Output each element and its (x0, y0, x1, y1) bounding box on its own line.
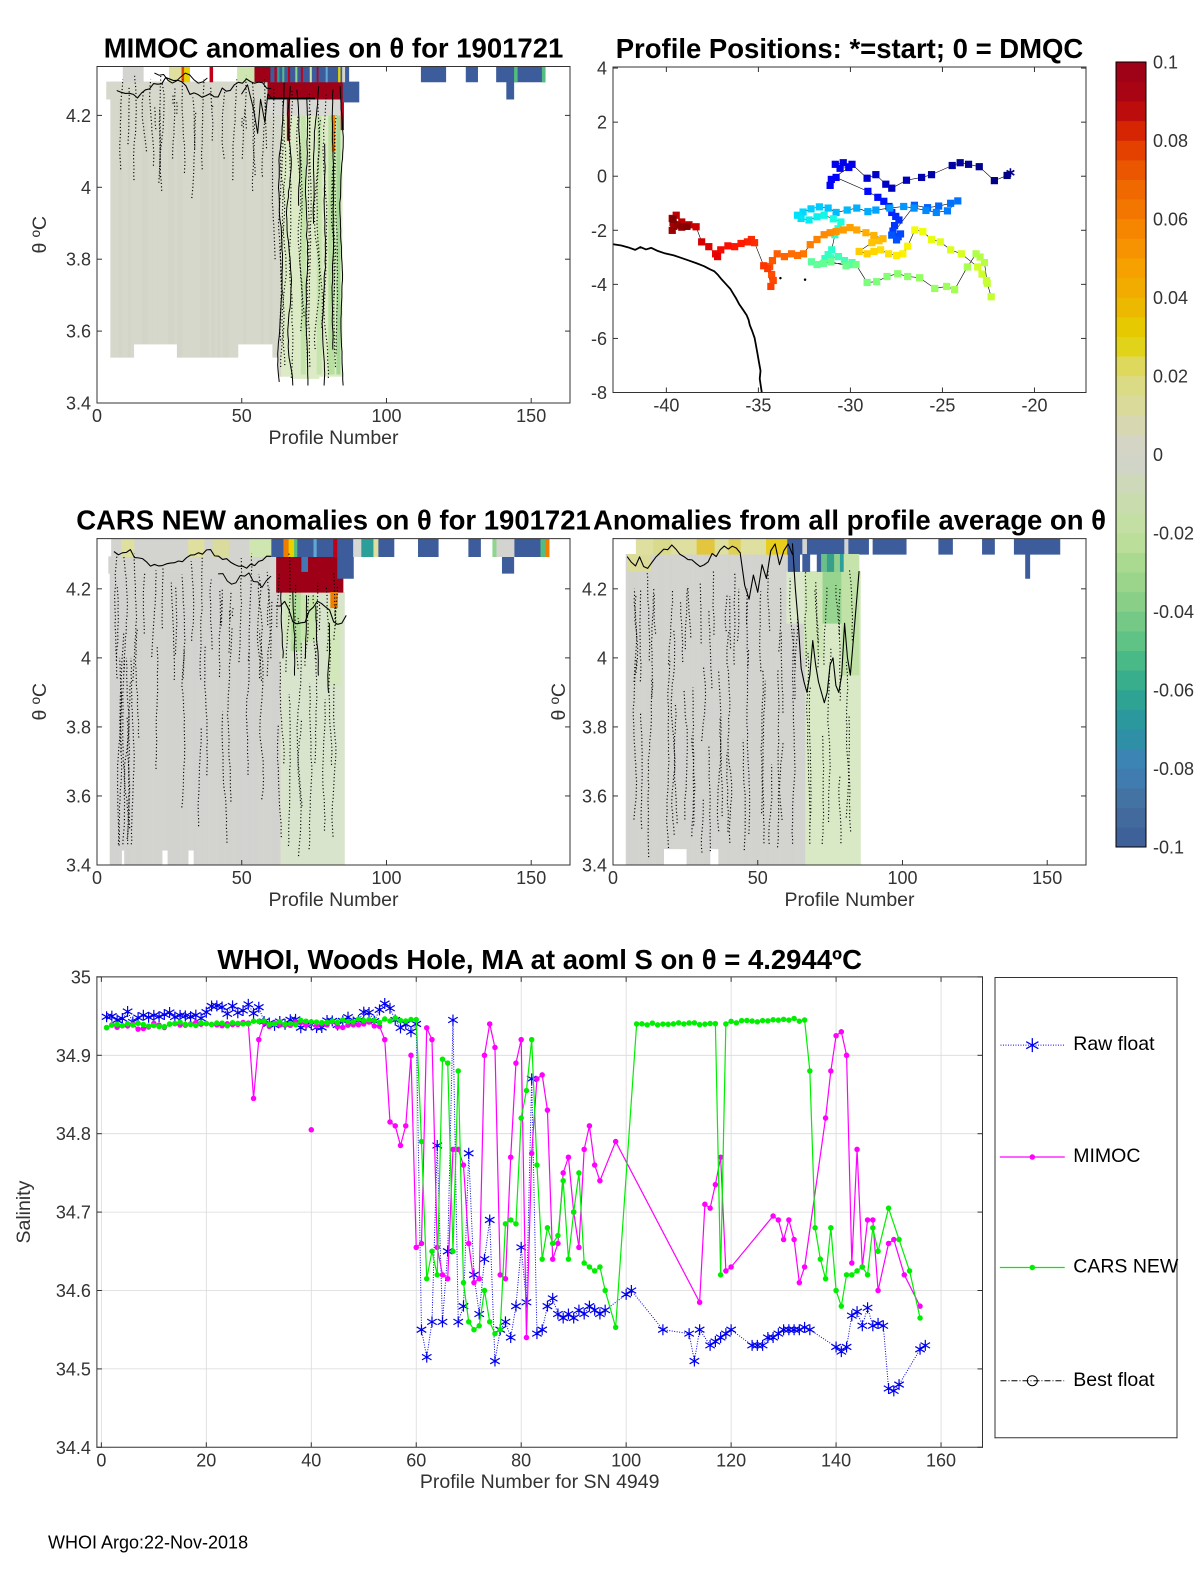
svg-text:-20: -20 (1021, 396, 1047, 416)
svg-text:3.6: 3.6 (66, 786, 91, 806)
svg-text:Profile Positions: *=start; 0: Profile Positions: *=start; 0 = DMQC (616, 33, 1084, 64)
svg-text:34.4: 34.4 (56, 1438, 91, 1458)
svg-text:θ ºC: θ ºC (548, 683, 570, 720)
svg-text:4.2: 4.2 (66, 579, 91, 599)
svg-text:60: 60 (406, 1450, 426, 1470)
svg-text:-0.1: -0.1 (1153, 838, 1184, 858)
svg-text:4.2: 4.2 (66, 106, 91, 126)
svg-text:34.6: 34.6 (56, 1281, 91, 1301)
svg-text:80: 80 (511, 1450, 531, 1470)
svg-text:0: 0 (92, 406, 102, 426)
svg-text:0.02: 0.02 (1153, 367, 1188, 387)
svg-text:3.6: 3.6 (582, 786, 607, 806)
svg-text:Profile Number: Profile Number (784, 889, 915, 911)
svg-text:50: 50 (232, 868, 252, 888)
svg-text:0: 0 (1153, 445, 1163, 465)
svg-text:2: 2 (597, 113, 607, 133)
svg-text:-30: -30 (837, 396, 863, 416)
svg-text:Profile Number: Profile Number (268, 427, 399, 449)
svg-text:Anomalies from all profile ave: Anomalies from all profile average on θ (593, 505, 1106, 536)
svg-text:4: 4 (81, 178, 91, 198)
svg-text:100: 100 (611, 1450, 641, 1470)
svg-text:0.08: 0.08 (1153, 131, 1188, 151)
svg-text:0: 0 (608, 868, 618, 888)
svg-text:WHOI Argo:22-Nov-2018: WHOI Argo:22-Nov-2018 (48, 1533, 248, 1553)
svg-text:-2: -2 (591, 221, 607, 241)
svg-text:34.5: 34.5 (56, 1359, 91, 1379)
svg-text:Best float: Best float (1073, 1369, 1155, 1391)
svg-text:34.7: 34.7 (56, 1203, 91, 1223)
svg-text:WHOI, Woods Hole, MA at aoml S: WHOI, Woods Hole, MA at aoml S on θ = 4.… (217, 944, 862, 975)
svg-text:-25: -25 (929, 396, 955, 416)
svg-text:100: 100 (371, 868, 401, 888)
svg-text:100: 100 (371, 406, 401, 426)
svg-text:50: 50 (232, 406, 252, 426)
svg-text:3.8: 3.8 (66, 250, 91, 270)
svg-text:CARS NEW: CARS NEW (1073, 1256, 1179, 1278)
svg-text:-0.02: -0.02 (1153, 524, 1194, 544)
svg-text:0.1: 0.1 (1153, 53, 1178, 73)
svg-text:0.04: 0.04 (1153, 288, 1188, 308)
svg-text:Profile Number: Profile Number (268, 889, 399, 911)
svg-text:4: 4 (597, 648, 607, 668)
svg-text:Profile Number for SN 4949: Profile Number for SN 4949 (420, 1471, 660, 1493)
svg-text:4: 4 (81, 648, 91, 668)
svg-text:40: 40 (301, 1450, 321, 1470)
svg-text:4: 4 (597, 59, 607, 79)
svg-text:CARS NEW anomalies on θ for 19: CARS NEW anomalies on θ for 1901721 (76, 505, 591, 536)
svg-text:-4: -4 (591, 275, 607, 295)
svg-text:0: 0 (96, 1450, 106, 1470)
svg-text:150: 150 (1032, 868, 1062, 888)
svg-text:140: 140 (821, 1450, 851, 1470)
svg-text:-0.06: -0.06 (1153, 681, 1194, 701)
svg-text:50: 50 (748, 868, 768, 888)
svg-text:3.4: 3.4 (582, 856, 607, 876)
svg-text:θ ºC: θ ºC (29, 216, 51, 253)
svg-text:3.6: 3.6 (66, 322, 91, 342)
svg-text:3.4: 3.4 (66, 394, 91, 414)
svg-text:34.9: 34.9 (56, 1046, 91, 1066)
svg-text:150: 150 (516, 406, 546, 426)
svg-text:160: 160 (926, 1450, 956, 1470)
svg-text:-40: -40 (653, 396, 679, 416)
svg-text:-8: -8 (591, 383, 607, 403)
svg-text:-35: -35 (745, 396, 771, 416)
svg-text:0: 0 (597, 167, 607, 187)
svg-text:3.4: 3.4 (66, 856, 91, 876)
svg-text:MIMOC: MIMOC (1073, 1145, 1140, 1167)
svg-text:150: 150 (516, 868, 546, 888)
svg-text:0: 0 (92, 868, 102, 888)
svg-text:-0.04: -0.04 (1153, 602, 1194, 622)
svg-text:MIMOC anomalies on θ for 1901: MIMOC anomalies on θ for 1901721 (104, 33, 564, 64)
svg-text:-6: -6 (591, 329, 607, 349)
svg-text:34.8: 34.8 (56, 1124, 91, 1144)
svg-text:3.8: 3.8 (582, 717, 607, 737)
svg-text:Raw float: Raw float (1073, 1033, 1155, 1055)
svg-text:120: 120 (716, 1450, 746, 1470)
svg-text:Salinity: Salinity (13, 1180, 35, 1243)
svg-text:100: 100 (887, 868, 917, 888)
svg-text:-0.08: -0.08 (1153, 759, 1194, 779)
svg-text:20: 20 (196, 1450, 216, 1470)
svg-text:35: 35 (71, 967, 91, 987)
svg-text:4.2: 4.2 (582, 579, 607, 599)
svg-text:θ ºC: θ ºC (29, 683, 51, 720)
svg-text:0.06: 0.06 (1153, 210, 1188, 230)
svg-text:3.8: 3.8 (66, 717, 91, 737)
